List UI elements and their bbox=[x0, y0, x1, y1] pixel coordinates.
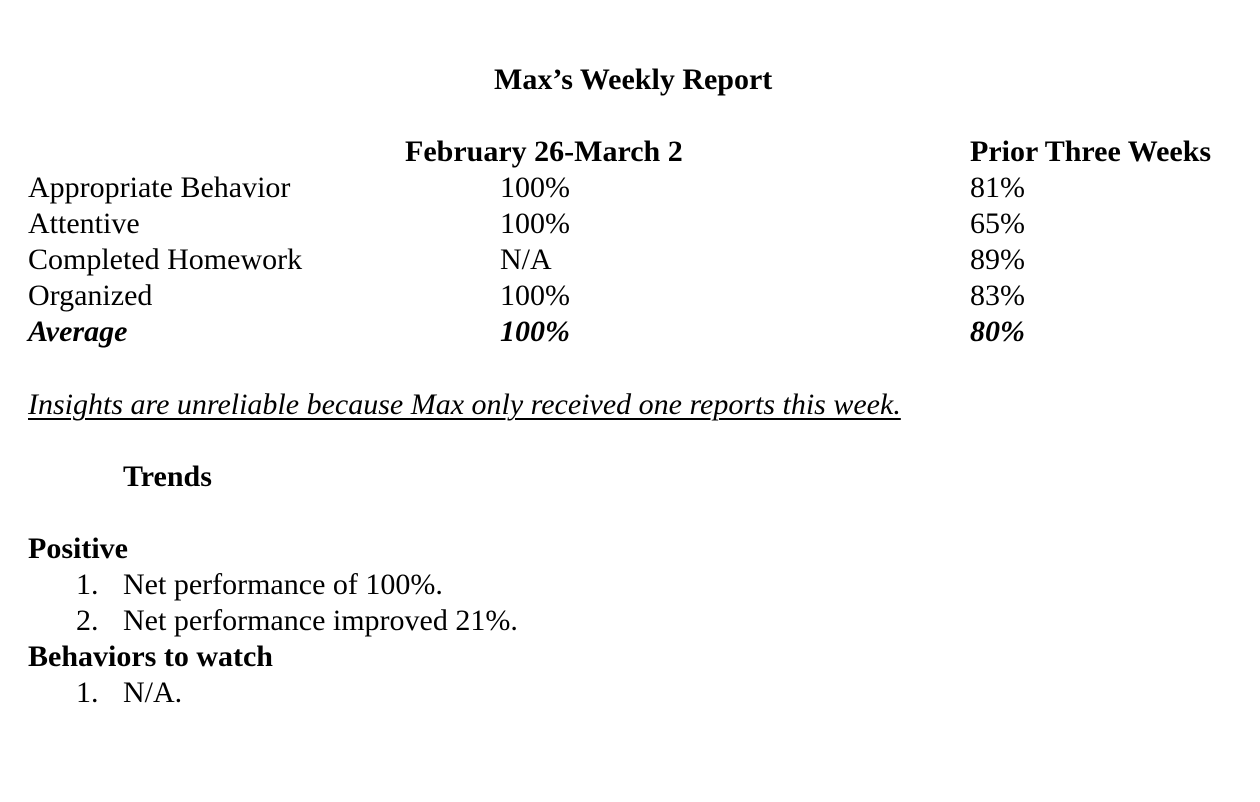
row-label: Appropriate Behavior bbox=[28, 171, 291, 204]
row-current-value: 100% bbox=[500, 279, 570, 312]
row-prior-value: 81% bbox=[970, 171, 1025, 204]
average-current-value: 100% bbox=[500, 315, 570, 348]
row-label: Organized bbox=[28, 279, 153, 312]
row-prior-value: 89% bbox=[970, 243, 1025, 276]
average-label: Average bbox=[28, 315, 128, 348]
row-label: Attentive bbox=[28, 207, 140, 240]
list-item-number: 1. bbox=[76, 568, 99, 601]
row-current-value: 100% bbox=[500, 171, 570, 204]
row-prior-value: 65% bbox=[970, 207, 1025, 240]
column-header-current: February 26-March 2 bbox=[405, 135, 683, 168]
average-prior-value: 80% bbox=[970, 315, 1025, 348]
list-item-text: N/A. bbox=[123, 676, 183, 709]
behaviors-to-watch-heading: Behaviors to watch bbox=[28, 640, 273, 673]
column-header-prior: Prior Three Weeks bbox=[970, 135, 1212, 168]
positive-heading: Positive bbox=[28, 532, 128, 565]
list-item-number: 2. bbox=[76, 604, 99, 637]
list-item-number: 1. bbox=[76, 676, 99, 709]
trends-heading: Trends bbox=[123, 460, 212, 493]
list-item-text: Net performance improved 21%. bbox=[123, 604, 518, 637]
report-title: Max’s Weekly Report bbox=[494, 63, 773, 96]
row-current-value: 100% bbox=[500, 207, 570, 240]
reliability-note: Insights are unreliable because Max only… bbox=[28, 388, 901, 421]
list-item-text: Net performance of 100%. bbox=[123, 568, 443, 601]
row-prior-value: 83% bbox=[970, 279, 1025, 312]
row-label: Completed Homework bbox=[28, 243, 303, 276]
row-current-value: N/A bbox=[500, 243, 552, 276]
